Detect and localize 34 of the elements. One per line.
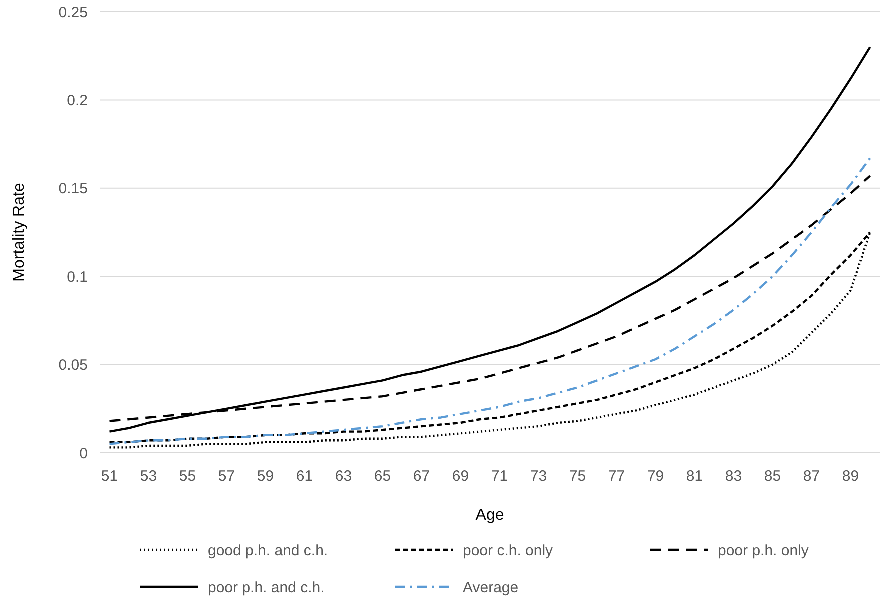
- x-tick-label: 59: [257, 468, 274, 485]
- x-tick-label: 73: [530, 468, 548, 485]
- x-tick-label: 87: [803, 468, 820, 485]
- x-tick-label: 83: [725, 468, 742, 485]
- x-tick-label: 69: [452, 468, 470, 485]
- x-tick-label: 55: [179, 468, 196, 485]
- y-tick-label: 0.1: [67, 268, 88, 286]
- y-tick-label: 0.05: [58, 357, 88, 374]
- legend-label: Average: [463, 579, 519, 596]
- x-tick-label: 75: [569, 468, 586, 485]
- legend-label: good p.h. and c.h.: [208, 542, 328, 560]
- x-tick-label: 89: [842, 468, 860, 485]
- line-series: [108, 46, 872, 433]
- x-tick-label: 71: [491, 468, 508, 485]
- y-tick-label: 0.15: [58, 180, 88, 198]
- x-tick-label: 63: [335, 468, 352, 485]
- y-tick-label: 0.25: [58, 4, 88, 22]
- x-tick-label: 77: [608, 468, 626, 485]
- x-tick-label: 61: [296, 468, 314, 485]
- legend-label: poor p.h. and c.h.: [208, 579, 325, 596]
- x-tick-label: 53: [140, 468, 158, 485]
- x-tick-label: 51: [101, 468, 118, 485]
- y-axis-title: Mortality Rate: [11, 183, 28, 282]
- x-tick-label: 85: [764, 468, 782, 485]
- legend-label: poor c.h. only: [463, 542, 554, 560]
- x-tick-label: 65: [374, 468, 392, 485]
- x-axis-title: Age: [476, 507, 504, 524]
- y-tick-label: 0: [80, 445, 88, 462]
- x-tick-label: 67: [413, 468, 430, 485]
- y-tick-label: 0.2: [67, 92, 88, 110]
- x-tick-label: 57: [218, 468, 236, 485]
- x-tick-label: 79: [647, 468, 664, 485]
- x-tick-label: 81: [686, 468, 704, 485]
- legend-label: poor p.h. only: [718, 542, 810, 560]
